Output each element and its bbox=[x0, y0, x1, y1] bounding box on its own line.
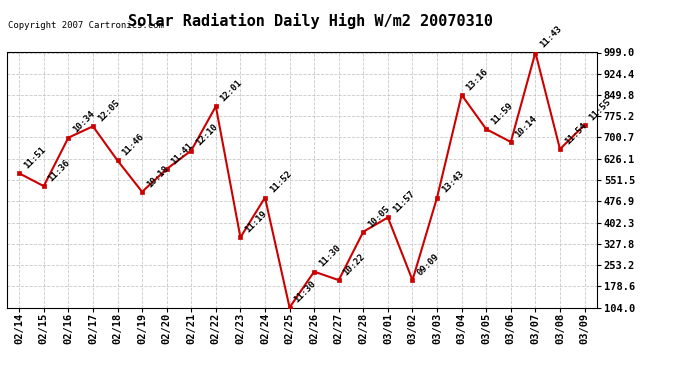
Text: 13:43: 13:43 bbox=[440, 170, 465, 195]
Text: 10:34: 10:34 bbox=[71, 110, 97, 135]
Text: 11:19: 11:19 bbox=[243, 209, 268, 235]
Text: 11:59: 11:59 bbox=[489, 101, 514, 126]
Text: 11:41: 11:41 bbox=[170, 141, 195, 166]
Text: 11:43: 11:43 bbox=[538, 24, 564, 50]
Text: 12:05: 12:05 bbox=[96, 98, 121, 123]
Text: 11:46: 11:46 bbox=[120, 132, 146, 158]
Text: 11:54: 11:54 bbox=[563, 121, 588, 146]
Text: 12:10: 12:10 bbox=[194, 122, 219, 148]
Text: 12:01: 12:01 bbox=[219, 78, 244, 104]
Text: Solar Radiation Daily High W/m2 20070310: Solar Radiation Daily High W/m2 20070310 bbox=[128, 13, 493, 29]
Text: 10:22: 10:22 bbox=[342, 252, 367, 278]
Text: Copyright 2007 Cartronics.com: Copyright 2007 Cartronics.com bbox=[8, 21, 164, 30]
Text: 11:55: 11:55 bbox=[587, 97, 613, 122]
Text: 11:30: 11:30 bbox=[317, 243, 342, 269]
Text: 11:51: 11:51 bbox=[22, 145, 48, 171]
Text: 10:14: 10:14 bbox=[513, 114, 539, 139]
Text: 11:36: 11:36 bbox=[46, 158, 72, 183]
Text: 11:52: 11:52 bbox=[268, 170, 293, 195]
Text: 09:09: 09:09 bbox=[415, 252, 441, 278]
Text: 13:16: 13:16 bbox=[464, 67, 490, 92]
Text: 10:05: 10:05 bbox=[366, 204, 391, 229]
Text: 11:57: 11:57 bbox=[391, 189, 416, 215]
Text: 10:18: 10:18 bbox=[145, 164, 170, 189]
Text: 11:30: 11:30 bbox=[293, 279, 317, 305]
